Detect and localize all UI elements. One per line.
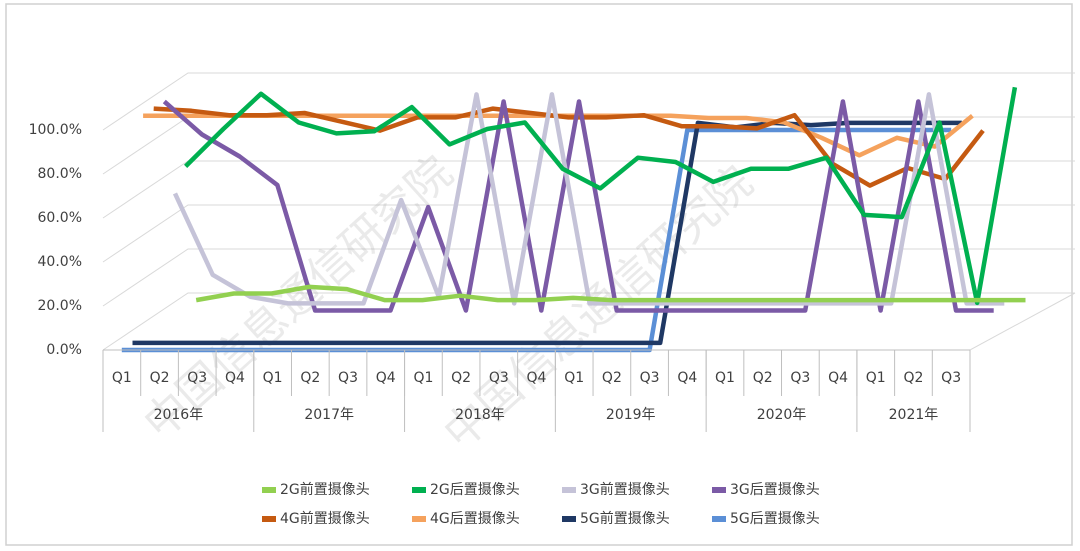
grid-line	[102, 248, 1075, 307]
y-tick-label: 20.0%	[38, 298, 82, 314]
x-group-label: 2021年	[889, 407, 939, 423]
legend-label: 4G后置摄像头	[430, 511, 520, 527]
x-tick-label: Q3	[338, 370, 358, 386]
x-tick-label: Q2	[753, 370, 773, 386]
x-tick-label: Q2	[602, 370, 622, 386]
x-tick-label: Q1	[413, 370, 433, 386]
y-tick-label: 100.0%	[29, 122, 82, 138]
x-tick-label: Q1	[866, 370, 886, 386]
legend-label: 5G前置摄像头	[580, 510, 670, 527]
x-tick-label: Q4	[677, 370, 697, 386]
chart-frame	[5, 3, 1073, 546]
legend-label: 2G后置摄像头	[430, 482, 520, 498]
series-line	[132, 120, 962, 346]
legend-label: 5G后置摄像头	[730, 511, 820, 527]
y-tick-label: 60.0%	[38, 210, 82, 226]
series-line	[153, 106, 985, 188]
x-group-label: 2020年	[757, 407, 807, 423]
y-tick-label: 40.0%	[38, 254, 82, 270]
x-tick-label: Q2	[451, 370, 471, 386]
x-tick-label: Q3	[489, 370, 509, 386]
x-tick-label: Q3	[941, 370, 961, 386]
series-line	[184, 86, 1018, 306]
x-tick-label: Q3	[187, 370, 207, 386]
legend-label: 2G前置摄像头	[280, 481, 370, 498]
x-tick-label: Q1	[715, 370, 735, 386]
x-tick-label: Q4	[225, 370, 245, 386]
x-tick-label: Q2	[903, 370, 923, 386]
x-group-label: 2019年	[606, 407, 656, 423]
x-tick-label: Q2	[150, 370, 170, 386]
x-tick-label: Q3	[640, 370, 660, 386]
x-tick-label: Q2	[300, 370, 320, 386]
legend-label: 3G前置摄像头	[580, 481, 670, 498]
y-tick-label: 80.0%	[38, 166, 82, 182]
x-group-label: 2016年	[154, 407, 204, 423]
x-tick-label: Q1	[263, 370, 283, 386]
grid-line	[102, 72, 1075, 131]
x-group-label: 2018年	[455, 407, 505, 423]
x-tick-label: Q4	[828, 370, 848, 386]
grid-line	[102, 292, 1075, 351]
legend-label: 4G前置摄像头	[280, 510, 370, 527]
series-line	[195, 284, 1026, 303]
y-tick-label: 0.0%	[46, 342, 82, 358]
x-tick-label: Q1	[564, 370, 584, 386]
series-line	[172, 92, 1005, 306]
x-tick-label: Q3	[790, 370, 810, 386]
grid-line	[102, 204, 1075, 263]
x-group-label: 2017年	[304, 407, 354, 423]
x-tick-label: Q4	[376, 370, 396, 386]
x-tick-label: Q1	[112, 370, 132, 386]
legend-label: 3G后置摄像头	[730, 482, 820, 498]
series-line	[162, 99, 994, 313]
x-tick-label: Q4	[527, 370, 547, 386]
